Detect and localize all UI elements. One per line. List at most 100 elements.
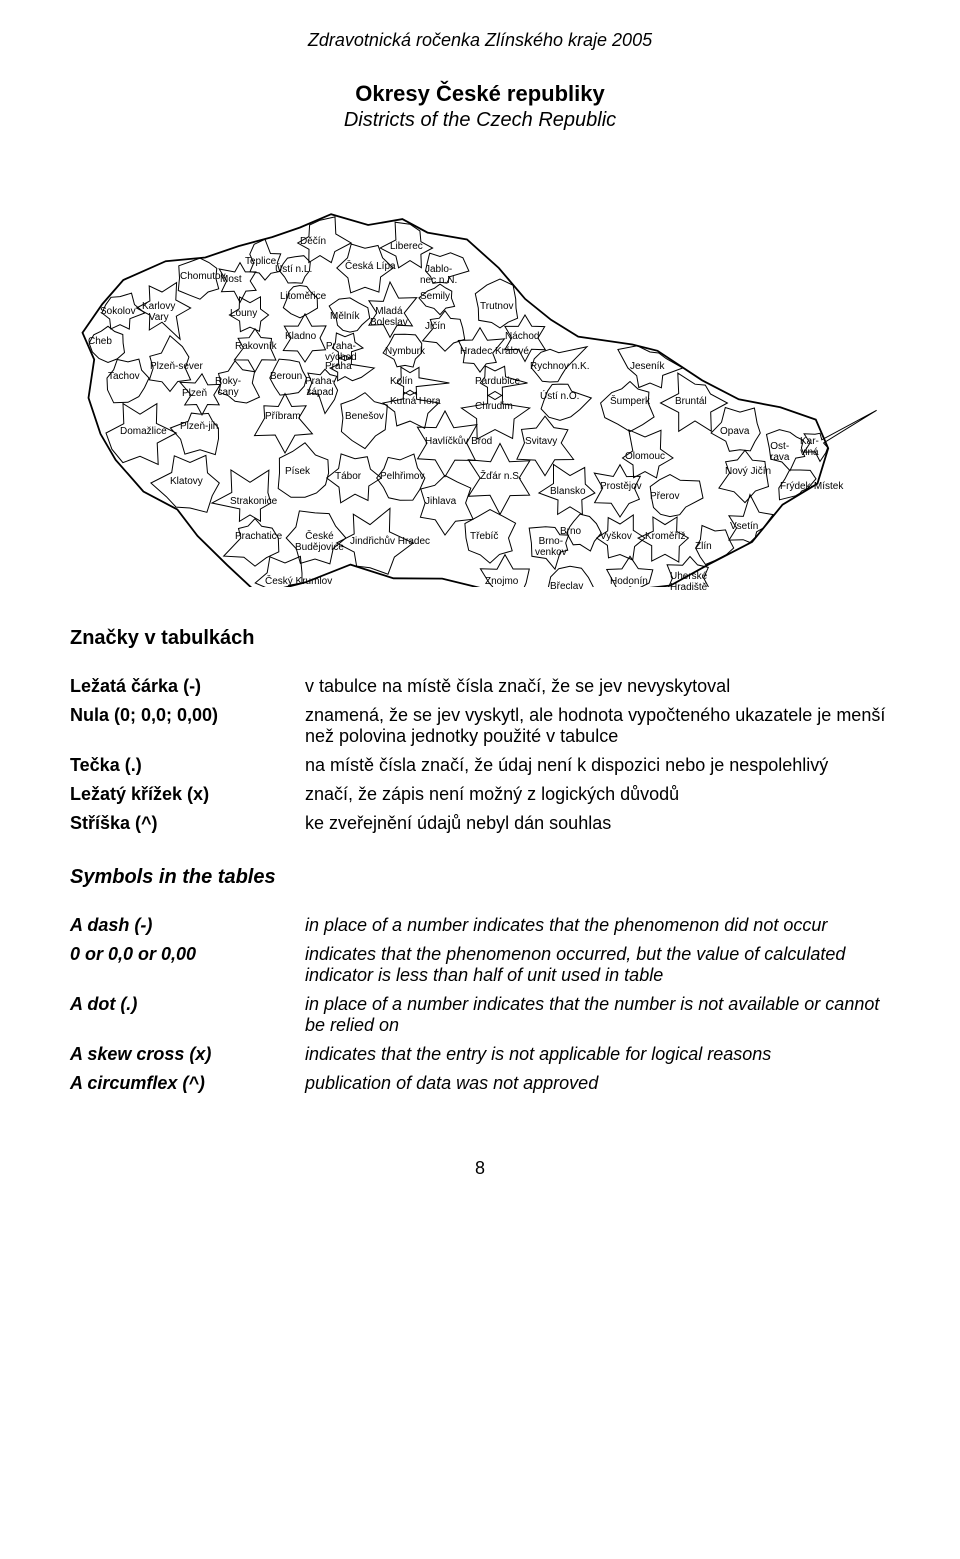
district-label: Žďár n.S. <box>480 472 522 483</box>
district-label: Plzeň-sever <box>150 362 203 373</box>
district-label: Rychnov n.K. <box>530 362 589 373</box>
district-label: Chrudim <box>475 402 513 413</box>
district-label: Teplice <box>245 257 276 268</box>
district-label: Louny <box>230 309 257 320</box>
district-label: Jeseník <box>630 362 664 373</box>
table-row: Ležatá čárka (-)v tabulce na místě čísla… <box>70 672 890 701</box>
district-label: Jihlava <box>425 497 456 508</box>
page-number: 8 <box>70 1158 890 1179</box>
definition-description: in place of a number indicates that the … <box>305 911 890 940</box>
district-label: Prachatice <box>235 532 282 543</box>
district-label: Břeclav <box>550 582 583 593</box>
district-label: Kutná Hora <box>390 397 441 408</box>
table-row: Stříška (^)ke zveřejnění údajů nebyl dán… <box>70 809 890 838</box>
definition-term: 0 or 0,0 or 0,00 <box>70 940 305 990</box>
district-label: Opava <box>720 427 749 438</box>
definition-term: A dash (-) <box>70 911 305 940</box>
district-label: Liberec <box>390 242 423 253</box>
district-label: Sokolov <box>100 307 136 318</box>
district-label: Benešov <box>345 412 384 423</box>
map-title: Okresy České republiky <box>70 81 890 107</box>
district-label: Plzeň-jih <box>180 422 218 433</box>
table-row: A dot (.)in place of a number indicates … <box>70 990 890 1040</box>
district-label: Vyškov <box>600 532 632 543</box>
district-label: Příbram <box>265 412 301 423</box>
district-label: Mělník <box>330 312 359 323</box>
table-row: Tečka (.)na místě čísla značí, že údaj n… <box>70 751 890 780</box>
district-label: Mladá Boleslav <box>370 307 408 328</box>
district-label: Uherské Hradiště <box>670 572 707 593</box>
district-label: Nymburk <box>385 347 425 358</box>
table-row: Nula (0; 0,0; 0,00)znamená, že se jev vy… <box>70 701 890 751</box>
district-label: Náchod <box>505 332 539 343</box>
district-label: Praha- západ <box>305 377 335 398</box>
district-label: Písek <box>285 467 310 478</box>
en-definitions-table: A dash (-)in place of a number indicates… <box>70 911 890 1098</box>
district-label: Most <box>220 275 242 286</box>
district-label: Karlovy Vary <box>142 302 175 323</box>
definition-term: Ležatý křížek (x) <box>70 780 305 809</box>
district-label: Klatovy <box>170 477 203 488</box>
district-label: Ústí n.O. <box>540 392 579 403</box>
district-label: Svitavy <box>525 437 557 448</box>
cz-heading: Značky v tabulkách <box>70 627 890 650</box>
district-label: Semily <box>420 292 450 303</box>
document-header: Zdravotnická ročenka Zlínského kraje 200… <box>70 30 890 51</box>
table-row: Ležatý křížek (x)značí, že zápis není mo… <box>70 780 890 809</box>
district-label: České Budějovice <box>295 532 344 553</box>
table-row: A dash (-)in place of a number indicates… <box>70 911 890 940</box>
district-label: Praha <box>325 362 352 373</box>
district-label: Bruntál <box>675 397 707 408</box>
district-label: Litoměřice <box>280 292 326 303</box>
district-label: Frýdek-Místek <box>780 482 843 493</box>
definition-description: publication of data was not approved <box>305 1069 890 1098</box>
district-label: Beroun <box>270 372 302 383</box>
page: Zdravotnická ročenka Zlínského kraje 200… <box>0 0 960 1219</box>
district-label: Plzeň <box>182 389 207 400</box>
district-label: Nový Jičín <box>725 467 771 478</box>
district-label: Pardubice <box>475 377 520 388</box>
definition-term: Nula (0; 0,0; 0,00) <box>70 701 305 751</box>
definition-description: ke zveřejnění údajů nebyl dán souhlas <box>305 809 890 838</box>
district-label: Hodonín <box>610 577 648 588</box>
table-row: A circumflex (^)publication of data was … <box>70 1069 890 1098</box>
district-label: Jičín <box>425 322 446 333</box>
definition-description: indicates that the entry is not applicab… <box>305 1040 890 1069</box>
district-label: Havlíčkův Brod <box>425 437 492 448</box>
district-label: Strakonice <box>230 497 277 508</box>
definition-description: in place of a number indicates that the … <box>305 990 890 1040</box>
district-label: Třebíč <box>470 532 498 543</box>
district-label: Domažlice <box>120 427 167 438</box>
district-label: Vsetín <box>730 522 758 533</box>
cz-definitions-table: Ležatá čárka (-)v tabulce na místě čísla… <box>70 672 890 838</box>
district-label: Česká Lípa <box>345 262 396 273</box>
district-label: Pelhřimov <box>380 472 424 483</box>
district-label: Děčín <box>300 237 326 248</box>
district-label: Chomutov <box>180 272 226 283</box>
table-row: A skew cross (x)indicates that the entry… <box>70 1040 890 1069</box>
district-label: Tábor <box>335 472 361 483</box>
district-label: Rakovník <box>235 342 277 353</box>
district-label: Blansko <box>550 487 586 498</box>
district-label: Roky- cany <box>215 377 241 398</box>
definition-description: na místě čísla značí, že údaj není k dis… <box>305 751 890 780</box>
definition-term: A circumflex (^) <box>70 1069 305 1098</box>
district-label: Jindřichův Hradec <box>350 537 430 548</box>
definition-description: značí, že zápis není možný z logických d… <box>305 780 890 809</box>
district-label: Kar- viná <box>800 437 819 458</box>
en-heading: Symbols in the tables <box>70 866 890 889</box>
district-label: Přerov <box>650 492 679 503</box>
district-label: Cheb <box>88 337 112 348</box>
district-label: Ústí n.L. <box>275 265 312 276</box>
district-label: Český Krumlov <box>265 577 332 588</box>
map-area: ChebSokolovKarlovy VaryTachovPlzeň-sever… <box>70 147 890 587</box>
definition-term: A dot (.) <box>70 990 305 1040</box>
district-label: Kolín <box>390 377 413 388</box>
definition-term: Tečka (.) <box>70 751 305 780</box>
district-label: Prostějov <box>600 482 642 493</box>
district-label: Olomouc <box>625 452 665 463</box>
district-label: Kladno <box>285 332 316 343</box>
district-label: Jablo- nec n.N. <box>420 265 457 286</box>
district-label: Brno- venkov <box>535 537 567 558</box>
definition-term: A skew cross (x) <box>70 1040 305 1069</box>
